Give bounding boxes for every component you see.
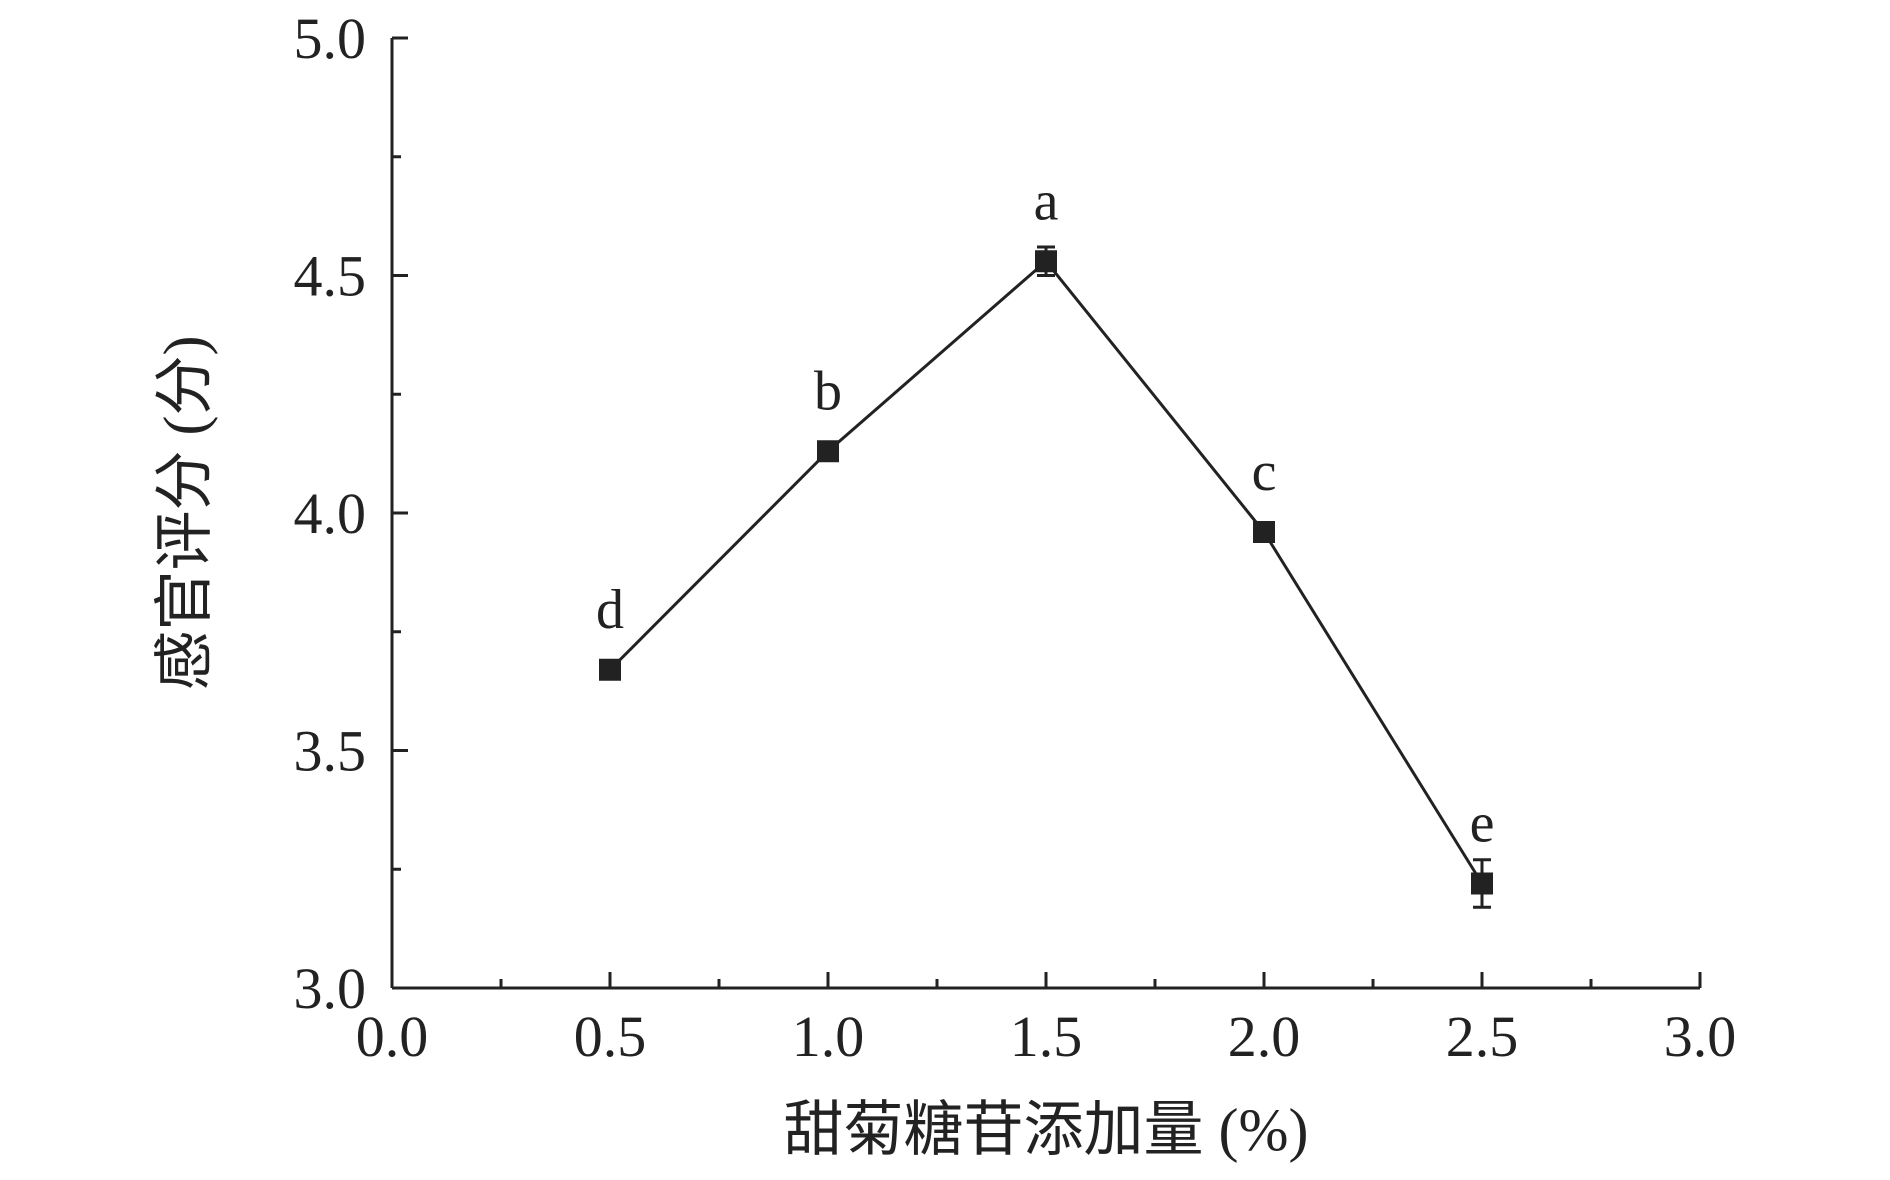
- significance-label: a: [1034, 170, 1059, 232]
- y-tick-label: 4.5: [294, 244, 367, 309]
- significance-label: e: [1470, 793, 1495, 855]
- x-tick-label: 1.5: [1010, 1004, 1083, 1069]
- significance-label: d: [596, 579, 624, 641]
- y-tick-label: 4.0: [294, 481, 367, 546]
- x-axis-title: 甜菊糖苷添加量 (%): [784, 1097, 1309, 1163]
- x-tick-label: 3.0: [1664, 1004, 1737, 1069]
- y-tick-label: 3.5: [294, 719, 367, 784]
- x-tick-label: 2.5: [1446, 1004, 1519, 1069]
- series-line: [608, 259, 1484, 885]
- significance-label: c: [1252, 441, 1277, 503]
- ticks: 0.0 0.5 1.0 1.5 2.0 2.5 3.0 3.0 3.5 4.0 4.5 5.0: [294, 6, 1737, 1069]
- x-tick-label: 1.0: [792, 1004, 865, 1069]
- data-series: d b a c e: [596, 170, 1495, 909]
- x-tick-label: 2.0: [1228, 1004, 1301, 1069]
- x-tick-label: 0.0: [356, 1004, 429, 1069]
- data-point: [817, 440, 839, 463]
- significance-label: b: [814, 360, 842, 422]
- data-point: [1471, 872, 1493, 895]
- data-point: [1253, 521, 1275, 543]
- data-point: [1035, 250, 1057, 273]
- y-tick-label: 5.0: [294, 6, 367, 71]
- y-tick-label: 3.0: [294, 956, 367, 1021]
- x-tick-label: 0.5: [574, 1004, 647, 1069]
- y-axis-title: 感官评分 (分): [152, 336, 218, 691]
- data-point: [599, 658, 621, 681]
